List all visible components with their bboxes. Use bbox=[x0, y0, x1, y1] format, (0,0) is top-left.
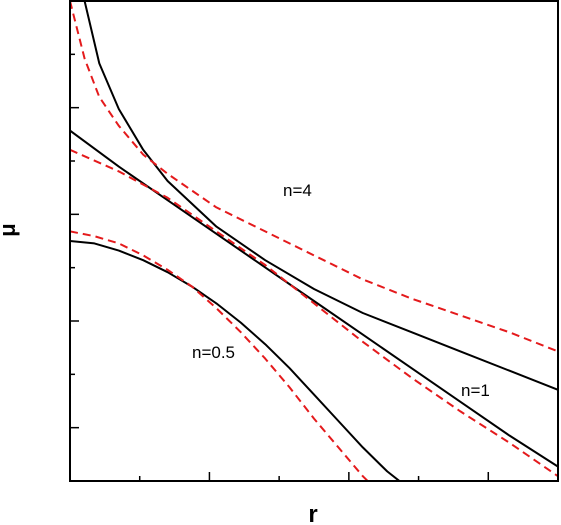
solid-series-line-4 bbox=[70, 240, 402, 481]
x-axis-label: r bbox=[308, 501, 317, 525]
annotation-n4: n=4 bbox=[283, 181, 312, 200]
annotation-n1: n=1 bbox=[461, 381, 490, 400]
dashed-series-line-3 bbox=[70, 148, 559, 478]
annotation-n05: n=0.5 bbox=[192, 343, 235, 362]
dashed-series-line-1 bbox=[70, 0, 559, 353]
y-axis-label: μ bbox=[0, 223, 20, 236]
solid-series-line-0 bbox=[83, 0, 559, 391]
plot-frame bbox=[69, 0, 559, 482]
dashed-series-line-5 bbox=[70, 230, 370, 481]
solid-series-line-2 bbox=[70, 129, 559, 468]
series-group bbox=[70, 0, 559, 481]
